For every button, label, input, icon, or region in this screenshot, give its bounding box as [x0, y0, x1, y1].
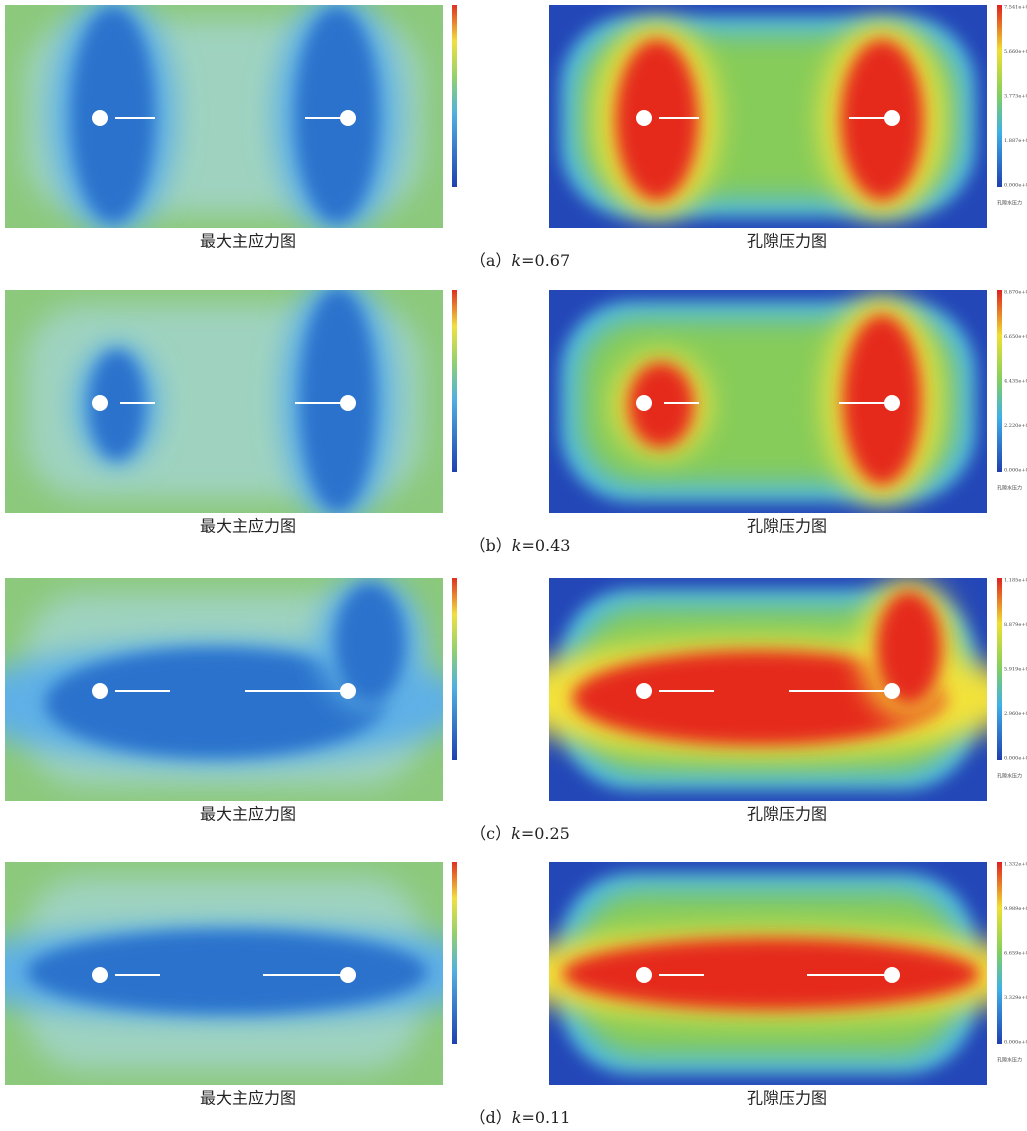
panel-label: 最大主应力图: [200, 517, 296, 536]
caption: （c）k=0.25: [470, 824, 570, 843]
stress-map: [5, 290, 443, 513]
colorbar-tick-label: 5.919e+006: [1004, 667, 1027, 673]
colorbar-tick-label: 2.960e+006: [1004, 711, 1027, 717]
caption-value: =0.67: [521, 251, 570, 270]
colorbar: [452, 5, 457, 187]
well: [340, 683, 356, 699]
well: [636, 395, 652, 411]
well: [884, 395, 900, 411]
colorbar-title: 孔隙水压力: [997, 485, 1022, 492]
colorbar-tick-label: 4.435e+006: [1004, 379, 1027, 385]
blob: [27, 930, 427, 1014]
colorbar-title: 孔隙水压力: [997, 1057, 1022, 1064]
colorbar: [997, 862, 1002, 1044]
well: [340, 110, 356, 126]
stress-map: [5, 578, 443, 801]
caption: （b）k=0.43: [470, 536, 571, 555]
row: 1.332e+007 9.989e+006 6.659e+006 3.329e+006…: [5, 862, 1027, 1127]
colorbar: [997, 578, 1002, 760]
red-zone: [572, 650, 946, 746]
colorbar-title: 孔隙水压力: [997, 773, 1022, 780]
caption-var: k: [512, 1108, 522, 1127]
panel-label: 最大主应力图: [200, 805, 296, 824]
well: [636, 110, 652, 126]
well: [340, 395, 356, 411]
well: [92, 967, 108, 983]
colorbar-tick-label: 3.329e+006: [1004, 995, 1027, 1001]
colorbar: [997, 290, 1002, 472]
colorbar: [452, 862, 457, 1044]
colorbar-tick-label: 3.773e+006: [1004, 94, 1027, 100]
colorbar: [452, 290, 457, 472]
well: [884, 110, 900, 126]
red-zone: [842, 314, 922, 486]
row: 8.870e+006 6.650e+006 4.435e+006 2.220e+006…: [5, 290, 1027, 555]
panel-label: 孔隙压力图: [747, 1089, 827, 1108]
panel-label: 最大主应力图: [200, 1089, 296, 1108]
colorbar-tick-label: 1.887e+006: [1004, 138, 1027, 144]
colorbar-tick-label: 9.989e+006: [1004, 906, 1027, 912]
panel-label: 孔隙压力图: [747, 232, 827, 251]
pressure-map: [549, 578, 987, 801]
colorbar-tick-label: 7.541e+006: [1004, 5, 1027, 11]
colorbar-tick-label: 8.870e+006: [1004, 290, 1027, 296]
caption-label: （a）: [470, 251, 512, 270]
panel-label: 孔隙压力图: [747, 517, 827, 536]
colorbar-tick-label: 0.000e+000: [1004, 468, 1027, 474]
pressure-map: [549, 290, 987, 513]
blob: [295, 7, 379, 223]
red-zone: [840, 39, 924, 201]
caption-var: k: [512, 536, 522, 555]
blob: [45, 648, 385, 758]
stress-map: [5, 862, 443, 1085]
colorbar-tick-label: 8.879e+006: [1004, 622, 1027, 628]
well: [92, 683, 108, 699]
colorbar-tick-label: 0.000e+000: [1004, 756, 1027, 762]
row: 1.185e+007 8.879e+006 5.919e+006 2.960e+006…: [5, 578, 1027, 843]
blob: [300, 290, 376, 512]
caption: （d）k=0.11: [470, 1108, 571, 1127]
colorbar-tick-label: 1.185e+007: [1004, 578, 1027, 584]
caption-value: =0.11: [521, 1108, 570, 1127]
well: [92, 395, 108, 411]
caption: （a）k=0.67: [470, 251, 570, 270]
caption-label: （c）: [470, 824, 511, 843]
pressure-map: [549, 862, 987, 1085]
row: 7.541e+006 5.660e+006 3.773e+006 1.887e+006…: [5, 5, 1027, 270]
colorbar-tick-label: 5.660e+006: [1004, 49, 1027, 55]
pressure-map: [549, 5, 987, 228]
caption-label: （b）: [470, 536, 512, 555]
well: [884, 967, 900, 983]
red-zone: [615, 39, 699, 201]
panel-label: 孔隙压力图: [747, 805, 827, 824]
red-zone: [876, 591, 942, 705]
caption-var: k: [511, 824, 521, 843]
colorbar: [997, 5, 1002, 187]
colorbar-title: 孔隙水压力: [997, 200, 1022, 207]
blob: [335, 583, 405, 703]
caption-value: =0.43: [521, 536, 570, 555]
well: [340, 967, 356, 983]
caption-value: =0.25: [521, 824, 570, 843]
colorbar-tick-label: 2.220e+006: [1004, 423, 1027, 429]
well: [92, 110, 108, 126]
panel-label: 最大主应力图: [200, 232, 296, 251]
red-zone: [562, 937, 980, 1011]
colorbar-tick-label: 6.650e+006: [1004, 334, 1027, 340]
blob: [89, 350, 145, 460]
colorbar-tick-label: 1.332e+007: [1004, 862, 1027, 868]
colorbar: [452, 578, 457, 760]
well: [636, 967, 652, 983]
caption-var: k: [511, 251, 521, 270]
colorbar-tick-label: 0.000e+000: [1004, 183, 1027, 189]
colorbar-tick-label: 0.000e+000: [1004, 1040, 1027, 1046]
blob: [71, 7, 155, 223]
caption-label: （d）: [470, 1108, 512, 1127]
well: [636, 683, 652, 699]
stress-map: [5, 5, 443, 228]
well: [884, 683, 900, 699]
colorbar-tick-label: 6.659e+006: [1004, 951, 1027, 957]
red-zone: [628, 362, 694, 448]
